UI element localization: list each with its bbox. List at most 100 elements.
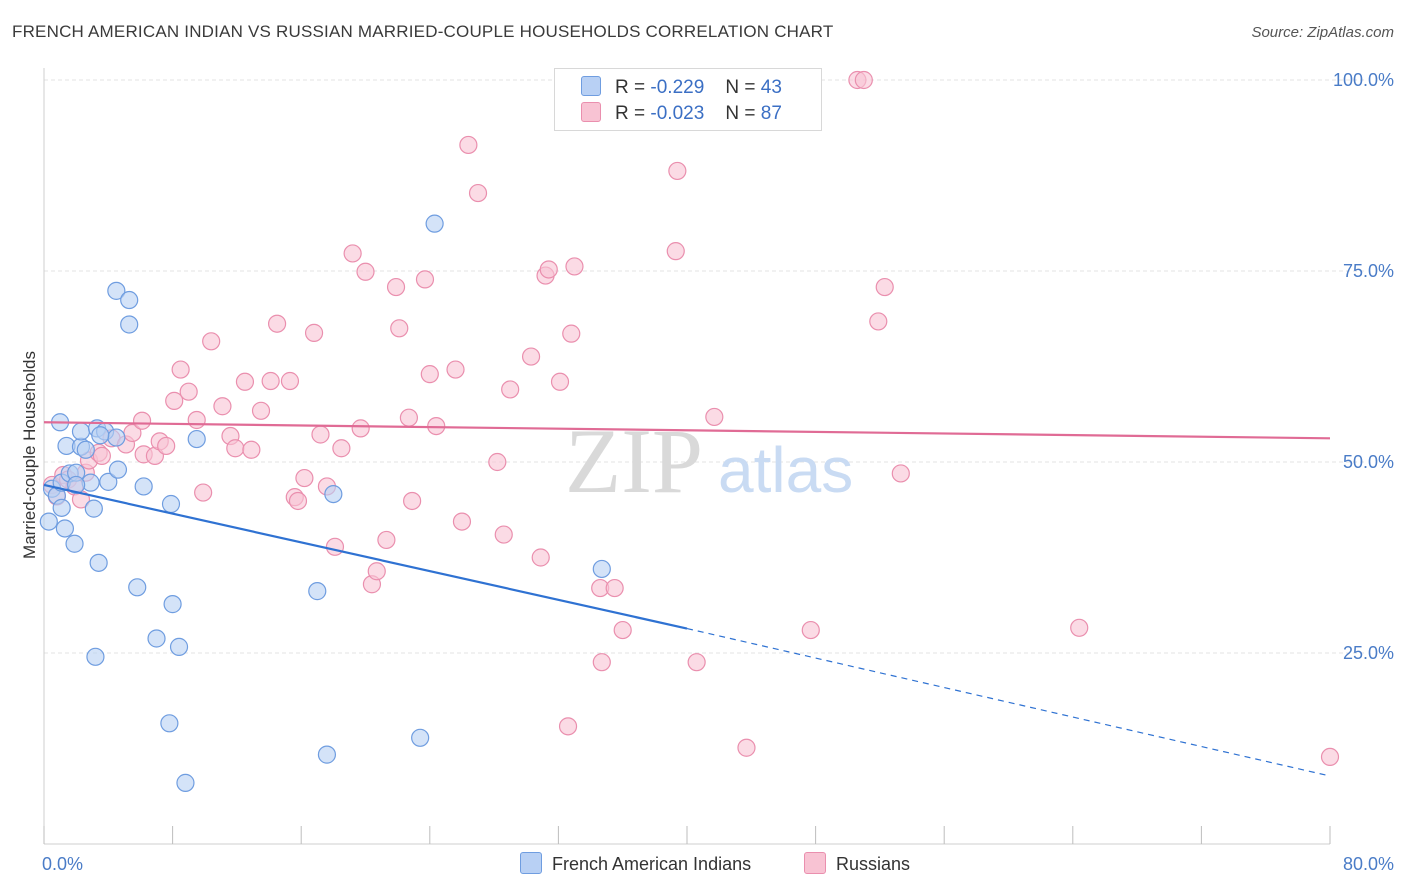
- data-point: [132, 411, 152, 430]
- data-point: [52, 498, 71, 517]
- data-point: [65, 534, 84, 553]
- x-tick-label: 80.0%: [1343, 854, 1394, 874]
- data-point: [592, 653, 611, 672]
- data-point: [592, 559, 611, 579]
- data-point: [377, 530, 396, 550]
- correlation-legend: R = -0.229 N = 43 R = -0.023 N = 87: [554, 68, 822, 131]
- data-point: [160, 714, 179, 733]
- axes: [43, 68, 1331, 845]
- trend-line-extension: [686, 627, 1331, 777]
- y-tick-label: 100.0%: [1333, 70, 1394, 90]
- trend-line-russians: [43, 421, 1331, 440]
- data-point: [425, 214, 444, 233]
- data-point: [171, 360, 190, 379]
- data-point: [356, 262, 375, 281]
- data-point: [179, 382, 198, 401]
- data-point: [194, 483, 213, 502]
- data-point: [165, 391, 184, 410]
- data-point: [488, 452, 507, 472]
- data-point: [399, 408, 419, 427]
- data-point: [325, 537, 345, 556]
- data-point: [420, 365, 439, 384]
- data-point: [343, 244, 362, 263]
- chart-title: FRENCH AMERICAN INDIAN VS RUSSIAN MARRIE…: [12, 22, 834, 41]
- data-point: [99, 472, 118, 491]
- data-point: [558, 717, 578, 736]
- data-point: [891, 464, 910, 483]
- data-point: [235, 372, 255, 391]
- data-point: [107, 281, 126, 300]
- data-point: [468, 183, 488, 203]
- legend-n-label: N =: [725, 103, 756, 124]
- data-point: [351, 419, 370, 438]
- data-point: [452, 512, 472, 531]
- data-point: [539, 260, 558, 279]
- data-point: [120, 315, 139, 334]
- data-point: [311, 425, 330, 444]
- data-point: [705, 407, 724, 427]
- data-point: [89, 553, 108, 572]
- data-point: [55, 519, 74, 538]
- y-tick-label: 75.0%: [1343, 261, 1394, 281]
- data-point: [261, 371, 280, 391]
- data-point: [76, 440, 95, 459]
- legend-swatch-blue: [520, 852, 542, 874]
- data-point: [242, 440, 261, 459]
- data-point: [531, 548, 550, 567]
- legend-item-russians: Russians: [804, 852, 910, 875]
- data-point: [501, 380, 520, 399]
- french-american-indians-points: [39, 214, 611, 792]
- data-point: [459, 135, 478, 155]
- data-point: [875, 277, 894, 297]
- legend-r-value: -0.229: [650, 77, 705, 98]
- legend-r-value: -0.023: [650, 103, 705, 124]
- data-point: [1320, 747, 1340, 767]
- data-point: [251, 401, 271, 420]
- data-point: [317, 745, 337, 764]
- data-point: [84, 499, 103, 518]
- data-point: [288, 491, 308, 511]
- data-point: [295, 468, 314, 488]
- y-tick-label: 25.0%: [1343, 643, 1394, 663]
- watermark-zip: ZIP: [565, 410, 703, 512]
- data-point: [187, 410, 206, 430]
- data-point: [91, 426, 110, 445]
- data-point: [613, 620, 632, 640]
- data-point: [128, 578, 147, 597]
- data-point: [163, 595, 182, 614]
- trend-line-french-american-indians: [43, 483, 688, 630]
- legend-swatch-blue: [581, 76, 601, 96]
- data-point: [446, 360, 465, 379]
- data-point: [854, 70, 873, 90]
- legend-n-label: N =: [725, 77, 756, 98]
- watermark: ZIP atlas: [565, 410, 853, 512]
- data-point: [565, 257, 584, 276]
- data-point: [403, 491, 422, 511]
- y-axis-label: Married-couple Households: [20, 351, 39, 559]
- y-tick-label: 50.0%: [1343, 452, 1394, 472]
- data-point: [550, 372, 570, 391]
- legend-row-pink: R = -0.023 N = 87: [581, 102, 782, 126]
- data-point: [176, 773, 195, 792]
- legend-swatch-pink: [581, 102, 601, 122]
- data-point: [67, 475, 86, 495]
- legend-item-french-american-indians: French American Indians: [520, 852, 751, 875]
- data-point: [494, 525, 513, 544]
- data-point: [605, 578, 624, 598]
- data-point: [801, 620, 820, 640]
- data-point: [666, 242, 685, 261]
- data-point: [562, 324, 581, 343]
- data-point: [71, 422, 91, 441]
- legend-swatch-pink: [804, 852, 826, 874]
- data-point: [108, 460, 128, 479]
- trend-lines: [43, 421, 1331, 777]
- data-point: [169, 637, 189, 656]
- data-point: [687, 653, 706, 672]
- watermark-atlas: atlas: [718, 434, 853, 506]
- data-point: [324, 484, 343, 504]
- data-point: [202, 332, 221, 351]
- data-point: [39, 512, 58, 531]
- data-point: [411, 728, 430, 747]
- data-point: [1070, 618, 1089, 637]
- data-point: [332, 439, 351, 458]
